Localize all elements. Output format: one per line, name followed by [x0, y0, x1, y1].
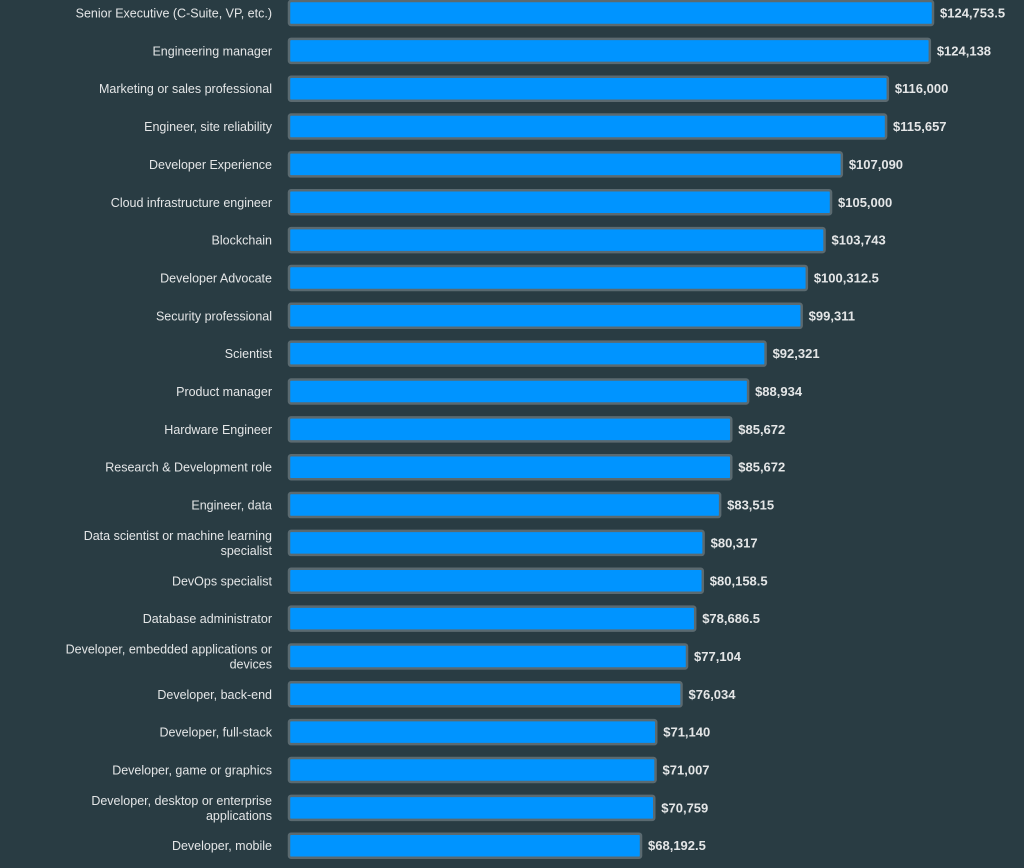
category-label: Developer, game or graphics — [112, 764, 272, 778]
category-label: Scientist — [225, 347, 273, 361]
category-label: Product manager — [176, 385, 272, 399]
data-label: $92,321 — [773, 346, 820, 361]
bar — [287, 226, 826, 254]
bar — [287, 718, 658, 746]
category-label: Engineer, site reliability — [144, 120, 273, 134]
category-label: Research & Development role — [105, 461, 272, 475]
bar — [287, 189, 833, 216]
category-label: Developer, full-stack — [159, 726, 272, 740]
bar — [287, 453, 733, 481]
data-label: $80,317 — [711, 535, 758, 550]
category-label: DevOps specialist — [172, 574, 273, 588]
data-label: $76,034 — [689, 687, 737, 702]
bar — [287, 302, 803, 330]
category-label: Marketing or sales professional — [99, 82, 272, 96]
data-label: $105,000 — [838, 195, 892, 210]
data-label: $78,686.5 — [702, 611, 760, 626]
bar — [287, 37, 932, 65]
bar — [287, 151, 844, 178]
category-label: Security professional — [156, 309, 272, 323]
category-label: Data scientist or machine learning specia… — [84, 529, 273, 558]
data-label: $100,312.5 — [814, 270, 879, 285]
category-label: Engineer, data — [191, 499, 272, 513]
data-label: $99,311 — [809, 308, 855, 323]
category-label: Developer, back-end — [157, 688, 272, 702]
category-label: Developer, desktop or enterprise applicat… — [91, 794, 272, 823]
data-label: $83,515 — [727, 498, 774, 513]
category-label: Cloud infrastructure engineer — [111, 196, 272, 210]
category-label: Blockchain — [212, 234, 272, 248]
data-label: $103,743 — [832, 233, 886, 248]
bar — [287, 0, 935, 27]
data-label: $107,090 — [849, 157, 903, 172]
bar — [287, 643, 689, 670]
bar — [287, 794, 656, 822]
data-label: $85,672 — [738, 422, 785, 437]
bar — [287, 567, 705, 594]
bar — [287, 264, 809, 292]
category-label: Hardware Engineer — [164, 423, 272, 437]
category-label: Developer, mobile — [172, 839, 272, 853]
data-label: $71,007 — [663, 763, 710, 778]
bar — [287, 756, 657, 784]
category-label: Developer Experience — [149, 158, 272, 172]
bar — [287, 75, 890, 102]
bar — [287, 681, 683, 708]
category-label: Senior Executive (C-Suite, VP, etc.) — [76, 7, 272, 21]
bar — [287, 605, 697, 632]
data-label: $88,934 — [755, 384, 803, 399]
category-label: Database administrator — [143, 612, 272, 626]
category-label: Developer, embedded applications or devic… — [66, 642, 272, 671]
data-label: $68,192.5 — [648, 838, 706, 853]
data-label: $124,753.5 — [940, 6, 1005, 21]
bar — [287, 378, 750, 405]
data-label: $124,138 — [937, 43, 991, 58]
data-label: $85,672 — [738, 460, 785, 475]
bar — [287, 340, 767, 367]
data-label: $71,140 — [663, 725, 710, 740]
data-label: $80,158.5 — [710, 573, 768, 588]
bar — [287, 529, 705, 557]
data-label: $115,657 — [893, 119, 947, 134]
bar — [287, 416, 733, 443]
category-label: Developer Advocate — [160, 271, 272, 285]
data-label: $116,000 — [895, 81, 949, 96]
category-label: Engineering manager — [152, 44, 272, 58]
bar — [287, 491, 722, 519]
bar — [287, 832, 643, 859]
data-label: $70,759 — [661, 800, 708, 815]
bar — [287, 113, 888, 140]
data-label: $77,104 — [694, 649, 742, 664]
